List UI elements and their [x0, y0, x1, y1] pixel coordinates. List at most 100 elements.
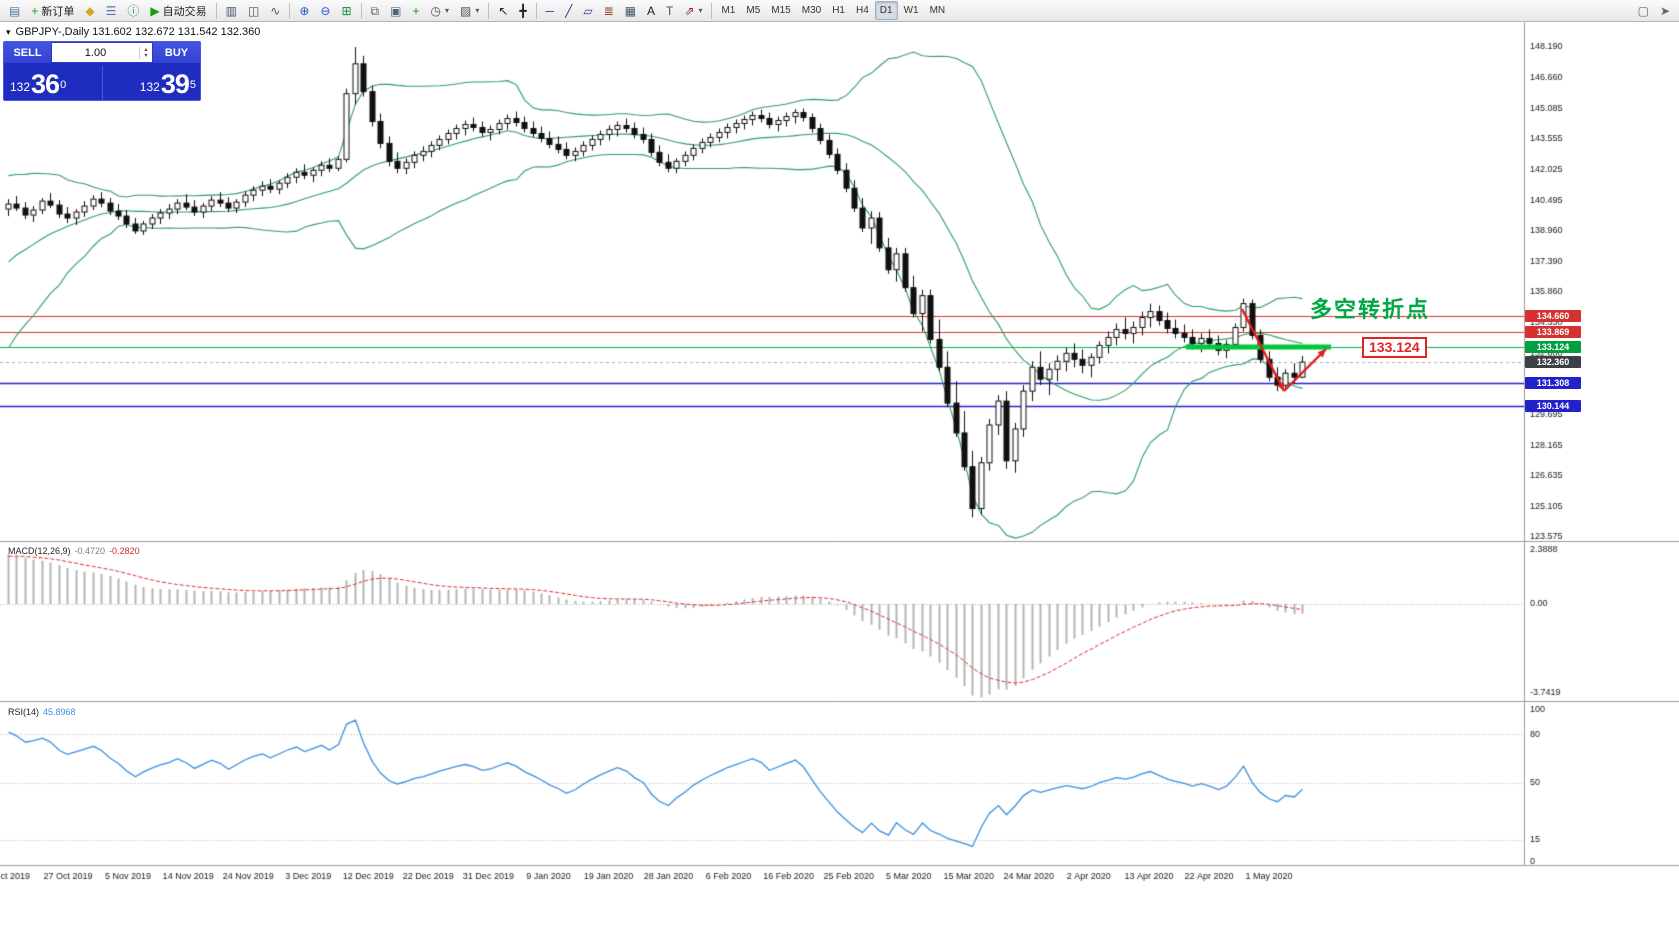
zoom-out-icon-glyph: ⊖: [320, 3, 331, 18]
navigator-icon[interactable]: ☰: [101, 1, 122, 20]
new-order-button-label: 新订单: [41, 5, 75, 18]
line-chart-icon[interactable]: ∿: [265, 1, 285, 20]
auto-scroll-icon[interactable]: ➤: [1655, 1, 1675, 20]
tile-windows-icon-glyph: ⊞: [341, 3, 352, 18]
line-chart-icon-glyph: ∿: [270, 3, 281, 18]
new-indicator-icon[interactable]: +: [407, 1, 424, 20]
rsi-label: RSI(14) 45.8968: [8, 707, 76, 717]
periods-icon[interactable]: ◷ ▾: [425, 1, 454, 20]
periods-icon-glyph: ◷: [430, 3, 441, 18]
tile-windows-icon[interactable]: ⊞: [336, 1, 356, 20]
buy-price-point: 5: [189, 79, 196, 91]
price-tag: 131.308: [1525, 377, 1581, 389]
timeframe-w1[interactable]: W1: [899, 1, 924, 20]
timeframe-m5[interactable]: M5: [741, 1, 765, 20]
price-tag: 133.124: [1525, 341, 1581, 353]
equidistant-channel-icon[interactable]: ▱: [578, 1, 597, 20]
volume-up-button[interactable]: ▴: [144, 46, 148, 53]
timeframe-h4[interactable]: H4: [851, 1, 874, 20]
timeframe-h1-label: H1: [832, 5, 845, 16]
collapse-icon[interactable]: ▾: [6, 26, 11, 37]
buy-price-base: 132: [139, 80, 160, 94]
new-chart-icon[interactable]: ▤: [4, 1, 25, 20]
text-label-icon-glyph: T: [666, 3, 674, 18]
buy-button[interactable]: BUY: [153, 42, 200, 63]
sell-price-pips: 36: [31, 69, 60, 99]
timeframe-m15[interactable]: M15: [766, 1, 795, 20]
shapes-icon-glyph: ▦: [624, 3, 637, 18]
toolbar-separator: [488, 2, 490, 19]
toolbar-separator: [289, 2, 291, 19]
volume-value: 1.00: [84, 46, 107, 59]
timeframe-m1-label: M1: [721, 5, 736, 16]
periods-icon-caret: ▾: [444, 6, 449, 15]
timeframe-m30-label: M30: [801, 5, 822, 16]
templates-icon-caret: ▾: [475, 6, 480, 15]
cursor-icon[interactable]: ↖: [493, 1, 513, 20]
crosshair-icon-glyph: ╋: [519, 3, 527, 18]
zoom-in-icon[interactable]: ⊕: [294, 1, 314, 20]
candlestick-chart-icon-glyph: ◫: [247, 3, 260, 18]
horizontal-line-icon[interactable]: ─: [541, 1, 560, 20]
arrows-icon-glyph: ⇗: [684, 3, 695, 18]
info-icon-glyph: ⓘ: [127, 3, 140, 18]
arrows-icon[interactable]: ⇗ ▾: [679, 1, 707, 20]
toolbar: ▤ + 新订单 ◆ ☰ ⓘ ▶ 自动交易 ▥ ◫ ∿ ⊕ ⊖ ⊞ ⧉ ▣ + ◷ ▾ ▨ ▾ ↖ ╋ ─ ╱ ▱ ≣ ▦ A T ⇗ ▾ M1 M…: [0, 0, 1679, 22]
arrange-windows-icon-glyph: ▣: [390, 3, 402, 18]
timeframe-d1-label: D1: [879, 5, 893, 16]
buy-price-pips: 39: [160, 69, 190, 99]
zoom-in-icon-glyph: ⊕: [299, 3, 310, 18]
sell-button[interactable]: SELL: [4, 42, 51, 63]
crosshair-icon[interactable]: ╋: [514, 1, 531, 20]
shapes-icon[interactable]: ▦: [620, 1, 641, 20]
timeframe-d1[interactable]: D1: [874, 1, 898, 20]
new-order-button-glyph: +: [31, 3, 39, 18]
quotes-icon[interactable]: ◆: [80, 1, 99, 20]
level-price-label[interactable]: 133.124: [1362, 337, 1427, 358]
volume-down-button[interactable]: ▾: [144, 52, 148, 59]
trade-panel-divider: [101, 66, 103, 100]
chart-window-icon-glyph: ▢: [1637, 3, 1649, 18]
arrange-windows-icon[interactable]: ▣: [385, 1, 406, 20]
bar-chart-icon[interactable]: ▥: [221, 1, 242, 20]
sell-price-base: 132: [10, 80, 31, 94]
timeframe-m15-label: M15: [771, 5, 791, 16]
timeframe-h1[interactable]: H1: [827, 1, 850, 20]
price-tag-current: 132.360: [1525, 356, 1581, 368]
toolbar-separator: [360, 2, 362, 19]
timeframe-m5-label: M5: [746, 5, 761, 16]
volume-field[interactable]: 1.00 ▴ ▾: [51, 42, 153, 63]
zoom-out-icon[interactable]: ⊖: [315, 1, 335, 20]
chart-window-icon[interactable]: ▢: [1633, 1, 1654, 20]
auto-trading-button-label: 自动交易: [162, 5, 207, 18]
candlestick-chart-icon[interactable]: ◫: [243, 1, 264, 20]
timeframe-mn[interactable]: MN: [925, 1, 951, 20]
chart-title-text: GBPJPY-,Daily 131.602 132.672 131.542 13…: [15, 26, 261, 38]
info-icon[interactable]: ⓘ: [122, 1, 144, 20]
timeframe-m30[interactable]: M30: [797, 1, 826, 20]
cascade-windows-icon[interactable]: ⧉: [366, 1, 385, 20]
sell-price: 132 36 0: [4, 71, 102, 100]
macd-label: MACD(12,26,9) -0.4720 -0.2820: [8, 546, 140, 556]
macd-signal-value: -0.2820: [109, 546, 140, 556]
macd-value: -0.4720: [74, 546, 106, 556]
text-label-icon[interactable]: T: [661, 1, 678, 20]
toolbar-separator: [535, 2, 537, 19]
price-tag: 130.144: [1525, 400, 1581, 412]
new-indicator-icon-glyph: +: [412, 3, 420, 18]
timeframe-m1[interactable]: M1: [716, 1, 740, 20]
bar-chart-icon-glyph: ▥: [225, 3, 237, 18]
turning-point-annotation[interactable]: 多空转折点: [1310, 297, 1431, 322]
templates-icon[interactable]: ▨ ▾: [455, 1, 484, 20]
auto-scroll-icon-glyph: ➤: [1659, 3, 1670, 18]
text-icon[interactable]: A: [642, 1, 660, 20]
toolbar-separator: [215, 2, 217, 19]
new-order-button[interactable]: + 新订单: [26, 1, 79, 20]
rsi-value: 45.8968: [43, 707, 76, 717]
trendline-icon[interactable]: ╱: [560, 1, 577, 20]
quotes-icon-glyph: ◆: [85, 3, 95, 18]
auto-trading-button[interactable]: ▶ 自动交易: [145, 1, 211, 20]
fibonacci-icon[interactable]: ≣: [599, 1, 619, 20]
buy-price: 132 39 5: [103, 71, 201, 100]
